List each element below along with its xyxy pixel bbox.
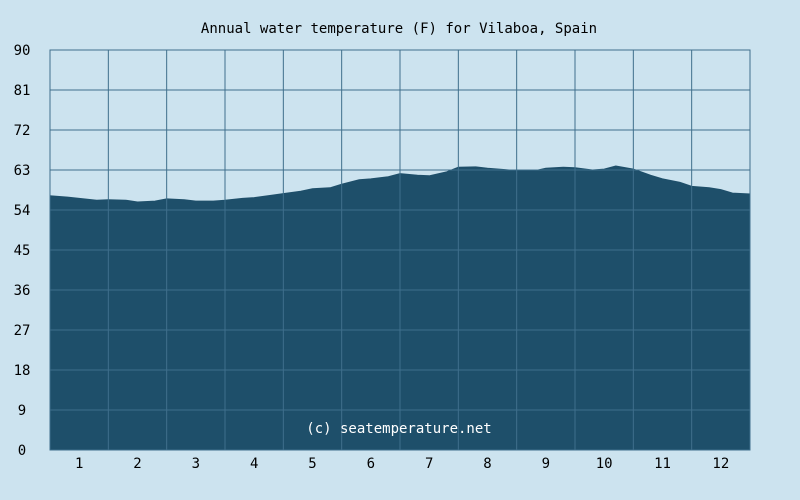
y-tick-label: 45 <box>14 243 31 259</box>
y-tick-label: 0 <box>18 443 26 459</box>
x-tick-label: 9 <box>542 456 550 472</box>
y-tick-label: 18 <box>14 363 31 379</box>
x-tick-label: 3 <box>192 456 200 472</box>
y-tick-label: 63 <box>14 163 31 179</box>
x-tick-label: 7 <box>425 456 433 472</box>
x-tick-label: 8 <box>483 456 491 472</box>
x-tick-label: 2 <box>133 456 141 472</box>
x-tick-label: 5 <box>308 456 316 472</box>
y-tick-label: 54 <box>14 203 31 219</box>
plot-border <box>49 49 751 451</box>
x-tick-label: 4 <box>250 456 258 472</box>
y-axis-ticks: 0 9 18 27 36 45 54 63 72 81 90 <box>14 43 31 459</box>
y-tick-label: 36 <box>14 283 31 299</box>
watermark-text: (c) seatemperature.net <box>306 421 491 437</box>
x-axis-ticks: 1 2 3 4 5 6 7 8 9 10 11 12 <box>75 456 729 472</box>
plot-area <box>49 49 751 451</box>
y-tick-label: 9 <box>18 403 26 419</box>
x-tick-label: 10 <box>596 456 613 472</box>
y-tick-label: 90 <box>14 43 31 59</box>
x-tick-label: 11 <box>654 456 671 472</box>
y-tick-label: 27 <box>14 323 31 339</box>
y-tick-label: 72 <box>14 123 31 139</box>
chart-title: Annual water temperature (F) for Vilaboa… <box>201 21 597 37</box>
x-tick-label: 12 <box>712 456 729 472</box>
x-tick-label: 6 <box>367 456 375 472</box>
x-tick-label: 1 <box>75 456 83 472</box>
y-tick-label: 81 <box>14 83 31 99</box>
